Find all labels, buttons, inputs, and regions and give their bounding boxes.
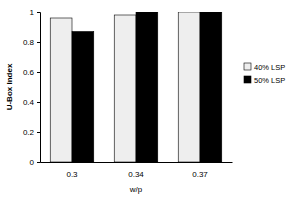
tick: 0.6 bbox=[23, 68, 40, 77]
tick-label: 1 bbox=[30, 8, 35, 17]
tick: 0.8 bbox=[23, 38, 40, 47]
bar bbox=[200, 12, 222, 162]
chart: 0 0.2 0.4 0.6 0.8 1 0.3 0.34 0.37 w/p U-Box Index 4… bbox=[0, 0, 300, 200]
tick: 0.34 bbox=[128, 162, 144, 179]
tick-label: 0.3 bbox=[66, 170, 78, 179]
bars bbox=[50, 12, 222, 162]
tick-label: 0.8 bbox=[23, 38, 35, 47]
bar bbox=[72, 32, 94, 163]
x-axis-title: w/p bbox=[129, 185, 143, 194]
x-axis: 0.3 0.34 0.37 bbox=[41, 162, 233, 179]
legend-label: 40% LSP bbox=[254, 63, 285, 72]
tick-label: 0.6 bbox=[23, 68, 35, 77]
bar-series bbox=[72, 12, 222, 162]
axis-line bbox=[41, 162, 233, 163]
bar-series bbox=[50, 12, 200, 162]
y-axis-title: U-Box Index bbox=[5, 63, 14, 110]
axis-line bbox=[37, 13, 41, 163]
tick-label: 0 bbox=[30, 158, 35, 167]
tick-mark bbox=[37, 162, 40, 163]
tick-label: 0.37 bbox=[192, 170, 208, 179]
tick: 0.4 bbox=[23, 98, 40, 107]
bar bbox=[178, 12, 200, 162]
tick: 0.3 bbox=[66, 162, 78, 179]
legend-label: 50% LSP bbox=[254, 76, 285, 85]
bar bbox=[50, 18, 72, 162]
tick: 0.2 bbox=[23, 128, 40, 137]
legend: 40% LSP 50% LSP bbox=[244, 63, 285, 85]
tick-mark bbox=[37, 102, 40, 103]
tick: 0.37 bbox=[192, 162, 208, 179]
bar bbox=[136, 12, 158, 162]
tick-label: 0.2 bbox=[23, 128, 35, 137]
tick-mark bbox=[37, 42, 40, 43]
tick-mark bbox=[37, 12, 40, 13]
legend-swatch bbox=[244, 76, 251, 83]
tick-label: 0.34 bbox=[128, 170, 144, 179]
tick-label: 0.4 bbox=[23, 98, 35, 107]
plot: 0 0.2 0.4 0.6 0.8 1 0.3 0.34 0.37 bbox=[23, 8, 233, 179]
tick-mark bbox=[37, 72, 40, 73]
tick: 1 bbox=[30, 8, 40, 17]
bar bbox=[114, 15, 136, 162]
legend-swatch bbox=[244, 63, 251, 70]
y-axis: 0 0.2 0.4 0.6 0.8 1 bbox=[23, 8, 41, 167]
tick: 0 bbox=[30, 158, 40, 167]
tick-mark bbox=[37, 132, 40, 133]
